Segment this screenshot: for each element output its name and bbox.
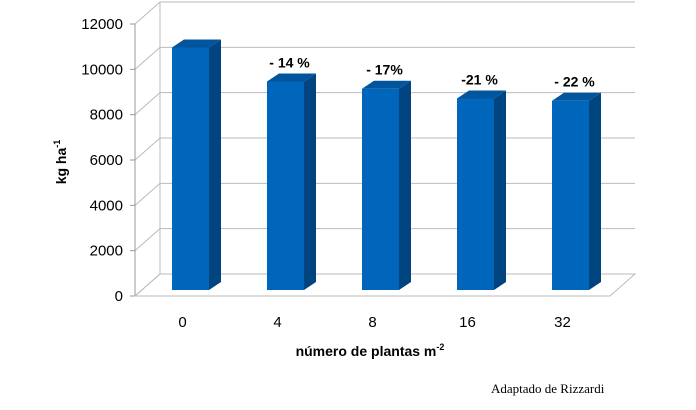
- bar-top: [552, 92, 601, 101]
- y-tick-label: 2000: [90, 243, 123, 260]
- x-tick-label: 32: [554, 314, 571, 331]
- bar: [362, 88, 399, 290]
- bar: [552, 100, 589, 290]
- y-tick-label: 4000: [90, 197, 123, 214]
- y-tick-label: 8000: [90, 107, 123, 124]
- bar-side: [209, 39, 221, 290]
- gridline-diagonal: [134, 1, 161, 25]
- y-tick-label: 6000: [90, 152, 123, 169]
- bar-top: [362, 80, 411, 89]
- bar-side: [589, 92, 601, 290]
- bar-side: [399, 80, 411, 290]
- gridline-diagonal: [134, 182, 161, 206]
- data-label: - 22 %: [554, 74, 595, 90]
- data-label: - 17%: [366, 62, 403, 78]
- x-tick-label: 8: [368, 314, 376, 331]
- bar: [267, 81, 304, 290]
- data-label: - 14 %: [269, 54, 310, 70]
- y-tick-label: 0: [115, 288, 123, 305]
- y-tick-label: 10000: [81, 61, 123, 78]
- gridline-diagonal: [134, 137, 161, 161]
- bar: [172, 47, 209, 290]
- gridline-diagonal: [134, 92, 161, 116]
- x-tick-label: 0: [178, 314, 186, 331]
- bar-top: [457, 90, 506, 99]
- y-axis-title: kg ha-1: [52, 140, 69, 185]
- x-tick-label: 4: [273, 314, 281, 331]
- y-axis-title-superscript: -1: [52, 140, 62, 148]
- data-label: -21 %: [461, 71, 498, 87]
- gridline-diagonal: [134, 228, 161, 252]
- y-tick-label: 12000: [81, 16, 123, 33]
- source-credit: Adaptado de Rizzardi: [491, 381, 605, 396]
- x-tick-label: 16: [459, 314, 476, 331]
- x-axis-title: número de plantas m-2: [296, 342, 445, 359]
- bar-top: [267, 73, 316, 82]
- bar-side: [304, 73, 316, 290]
- chart-floor: [133, 273, 637, 297]
- x-axis-title-superscript: -2: [436, 342, 444, 352]
- gridline-diagonal: [134, 46, 161, 70]
- bar-top: [172, 39, 221, 48]
- bar: [457, 98, 494, 290]
- bar-side: [494, 90, 506, 290]
